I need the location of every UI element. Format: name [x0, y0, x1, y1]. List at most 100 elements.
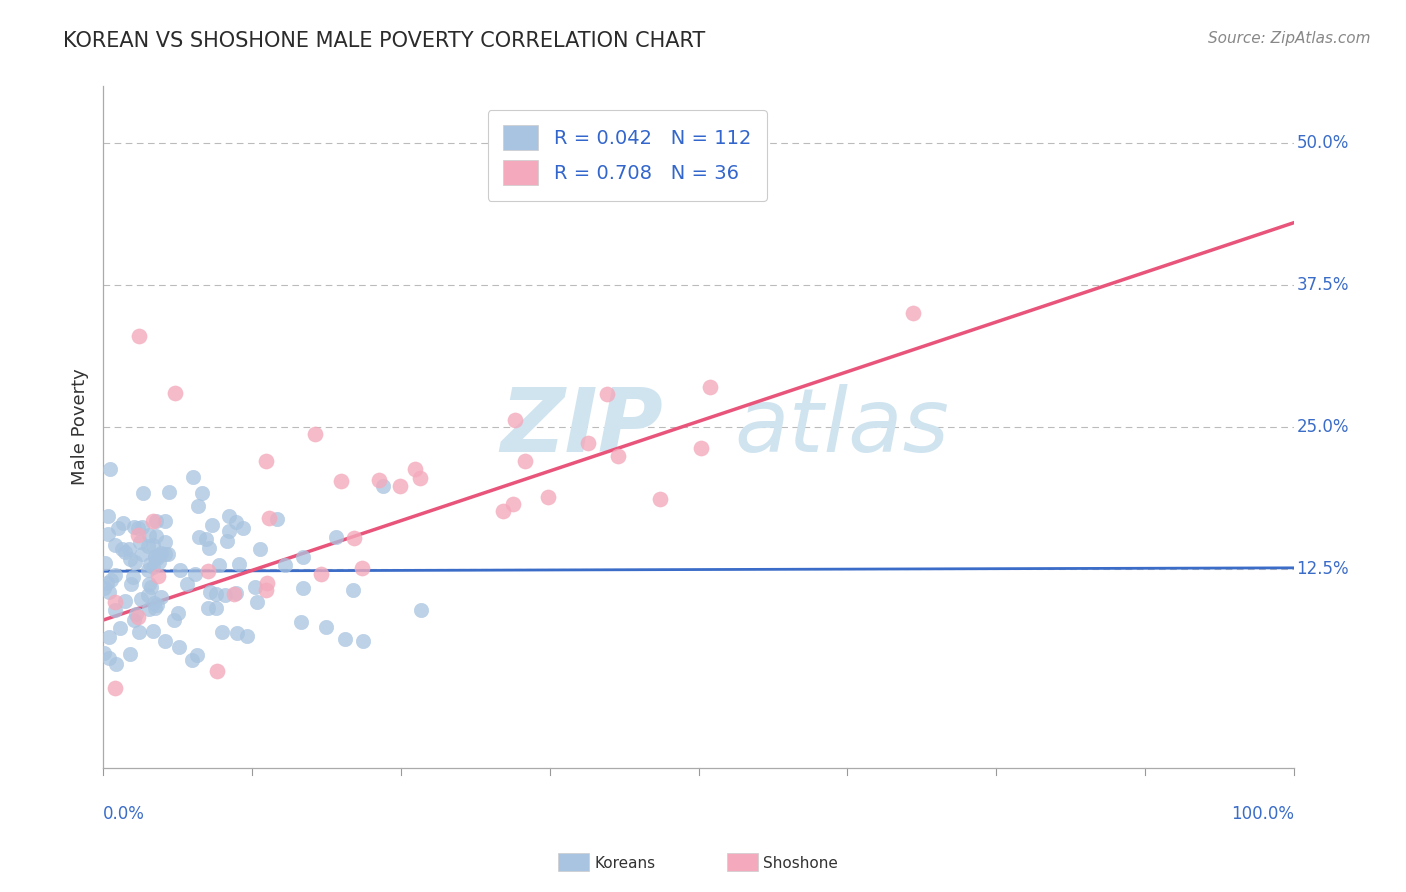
Point — [157, 484, 180, 499]
Point — [503, 413, 526, 427]
Point — [205, 601, 228, 615]
Text: KOREAN VS SHOSHONE MALE POVERTY CORRELATION CHART: KOREAN VS SHOSHONE MALE POVERTY CORRELAT… — [63, 31, 706, 51]
Point — [342, 582, 364, 597]
Point — [184, 567, 207, 582]
Point — [214, 588, 236, 602]
Point — [325, 530, 347, 544]
Point — [142, 538, 165, 552]
Text: 0.0%: 0.0% — [103, 805, 145, 823]
Point — [145, 528, 167, 542]
Point — [104, 681, 127, 696]
Point — [138, 558, 160, 572]
Point — [122, 570, 145, 584]
Point — [502, 497, 524, 511]
Point — [690, 442, 713, 456]
Point — [228, 557, 250, 571]
Point — [93, 581, 115, 595]
Point — [249, 542, 271, 557]
Point — [492, 504, 515, 518]
Point — [266, 512, 288, 526]
Point — [409, 471, 432, 485]
Point — [132, 486, 155, 500]
Point — [118, 542, 141, 557]
Point — [112, 516, 135, 531]
Point — [222, 587, 245, 601]
Point — [256, 575, 278, 590]
Point — [176, 576, 198, 591]
Text: Shoshone: Shoshone — [763, 856, 838, 871]
Point — [138, 601, 160, 615]
Point — [105, 657, 128, 672]
Point — [145, 514, 167, 528]
Point — [388, 479, 411, 493]
Point — [153, 535, 176, 549]
Point — [513, 454, 536, 468]
Point — [142, 560, 165, 574]
Point — [181, 653, 204, 667]
Point — [128, 624, 150, 639]
Point — [186, 648, 208, 663]
Point — [352, 561, 374, 575]
Point — [699, 380, 721, 394]
Point — [104, 538, 127, 552]
Point — [127, 521, 149, 535]
Point — [142, 624, 165, 639]
Point — [292, 550, 315, 565]
Point — [122, 519, 145, 533]
Point — [187, 499, 209, 513]
Point — [596, 387, 619, 401]
Point — [257, 511, 280, 525]
Point — [93, 646, 115, 660]
Point — [98, 651, 121, 665]
Point — [578, 435, 600, 450]
Point — [148, 548, 170, 562]
Point — [97, 585, 120, 599]
Point — [128, 329, 150, 343]
Text: 37.5%: 37.5% — [1296, 277, 1348, 294]
Point — [143, 550, 166, 565]
Point — [169, 563, 191, 577]
Point — [94, 556, 117, 570]
Point — [129, 592, 152, 607]
Text: ZIP: ZIP — [501, 384, 662, 471]
Point — [153, 633, 176, 648]
Point — [100, 573, 122, 587]
Text: 25.0%: 25.0% — [1296, 418, 1348, 436]
Legend: R = 0.042   N = 112, R = 0.708   N = 36: R = 0.042 N = 112, R = 0.708 N = 36 — [488, 110, 766, 201]
Point — [143, 550, 166, 565]
Text: 12.5%: 12.5% — [1296, 560, 1348, 578]
Text: Source: ZipAtlas.com: Source: ZipAtlas.com — [1208, 31, 1371, 46]
Point — [104, 568, 127, 582]
Point — [352, 634, 374, 648]
Point — [290, 615, 312, 629]
Point — [197, 600, 219, 615]
Point — [97, 509, 120, 524]
Point — [114, 545, 136, 559]
Point — [131, 547, 153, 561]
Point — [367, 473, 389, 487]
Point — [127, 610, 149, 624]
Point — [169, 640, 191, 655]
Point — [606, 449, 628, 463]
Point — [207, 664, 229, 678]
Text: atlas: atlas — [734, 384, 949, 470]
Point — [648, 492, 671, 507]
Point — [330, 474, 353, 488]
Point — [136, 539, 159, 553]
Point — [197, 564, 219, 578]
Point — [225, 585, 247, 599]
Point — [195, 533, 218, 547]
Point — [304, 427, 326, 442]
Point — [200, 585, 222, 599]
Point — [411, 602, 433, 616]
Point — [901, 306, 924, 320]
Point — [201, 517, 224, 532]
Point — [198, 541, 221, 556]
Text: 100.0%: 100.0% — [1232, 805, 1294, 823]
Point — [127, 528, 149, 542]
Point — [148, 555, 170, 569]
Point — [122, 613, 145, 627]
Point — [98, 461, 121, 475]
Point — [150, 546, 173, 560]
Point — [98, 630, 121, 644]
